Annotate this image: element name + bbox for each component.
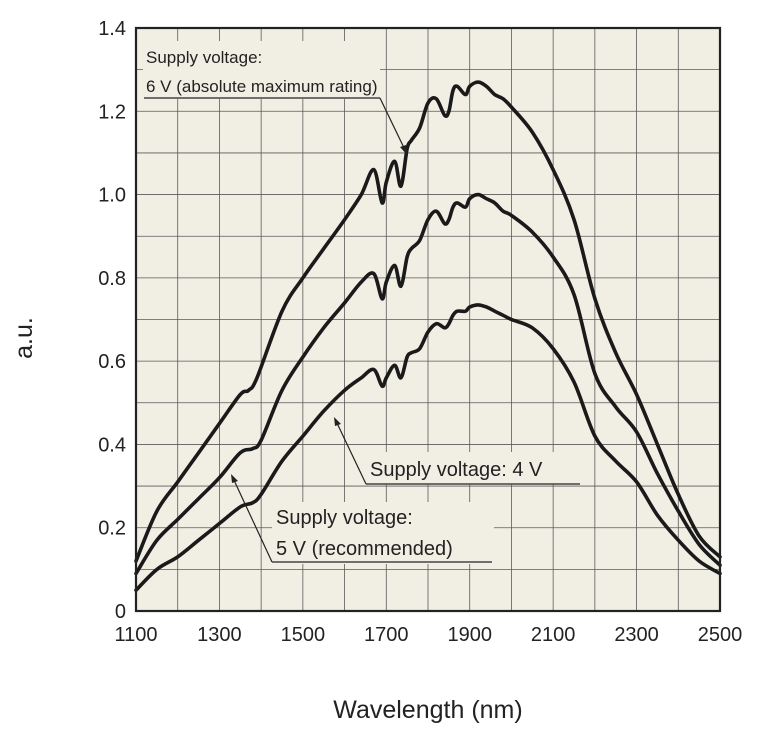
y-tick-label: 1.4	[98, 18, 126, 40]
y-tick-label: 1.0	[98, 185, 126, 207]
x-axis-label: Wavelength (nm)	[333, 696, 522, 724]
series-line-4v	[134, 303, 722, 592]
annotation-6v: Supply voltage: 6 V (absolute maximum ra…	[143, 41, 408, 156]
annotation-5v-arrowhead	[231, 474, 238, 483]
plot-frame	[134, 26, 722, 613]
x-tick-label: 1100	[114, 624, 157, 646]
y-tick-label: 0.4	[98, 434, 126, 456]
y-axis-label: a.u.	[10, 317, 38, 359]
annotation-6v-leader	[379, 97, 407, 153]
x-tick-label: 1900	[447, 624, 492, 646]
y-tick-label: 0.2	[98, 518, 126, 540]
tick-labels: 1100 1300 1500 1700 1900 2100 2300 2500 0 0.2 0.4 0…	[98, 18, 742, 646]
x-tick-label: 1500	[281, 624, 326, 646]
y-tick-label: 0	[115, 601, 126, 623]
annotation-6v-bg	[143, 41, 380, 99]
y-tick-label: 0.8	[98, 268, 126, 290]
annotation-5v-line2: 5 V (recommended)	[276, 538, 453, 560]
x-tick-label: 2500	[698, 624, 743, 646]
y-tick-label: 1.2	[98, 101, 126, 123]
series-group	[134, 80, 722, 592]
annotation-5v-leader	[232, 477, 273, 563]
annotation-5v-line1: Supply voltage:	[276, 507, 413, 529]
annotation-4v: Supply voltage: 4 V	[334, 417, 582, 485]
annotation-4v-arrowhead	[334, 417, 341, 426]
x-tick-label: 2100	[531, 624, 576, 646]
annotation-6v-arrowhead	[400, 145, 408, 156]
annotation-4v-leader	[335, 420, 367, 485]
annotation-6v-line1: Supply voltage:	[146, 48, 262, 67]
series-line-5v	[134, 192, 722, 576]
annotation-5v: Supply voltage: 5 V (recommended)	[231, 474, 494, 564]
annotation-4v-text: Supply voltage: 4 V	[370, 459, 543, 481]
x-tick-label: 1300	[197, 624, 242, 646]
x-tick-label: 1700	[364, 624, 409, 646]
annotation-6v-line2: 6 V (absolute maximum rating)	[146, 77, 377, 96]
y-tick-label: 0.6	[98, 351, 126, 373]
x-tick-label: 2300	[614, 624, 659, 646]
annotation-4v-bg	[366, 452, 582, 484]
series-line-6v	[134, 80, 722, 563]
annotation-5v-bg	[272, 502, 494, 564]
